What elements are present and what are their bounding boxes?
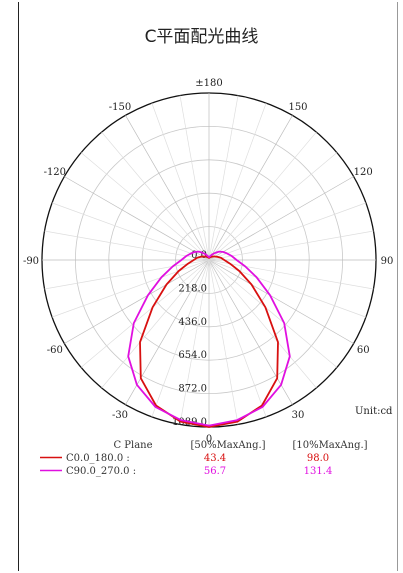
legend-half-max-angle: 43.4 (204, 453, 226, 464)
legend-header-cell: C Plane (113, 440, 152, 451)
angle-tick-label: 120 (354, 167, 373, 178)
grid-spoke (208, 115, 293, 261)
angle-tick-label: -150 (109, 102, 131, 113)
unit-label: Unit:cd (355, 406, 393, 417)
legend-series-name: C0.0_180.0 : (66, 453, 130, 464)
grid-spoke (80, 152, 210, 261)
grid-spoke (44, 259, 210, 290)
chart-title: C平面配光曲线 (144, 27, 259, 47)
grid-spoke (208, 202, 367, 261)
grid-spoke (179, 259, 210, 425)
angle-tick-label: -120 (44, 167, 66, 178)
grid-spoke (208, 259, 317, 389)
legend-tenth-max-angle: 98.0 (307, 453, 329, 464)
grid-spoke (208, 259, 338, 368)
radial-tick-label: 872.0 (178, 384, 207, 395)
angle-tick-label: ±180 (195, 78, 222, 89)
grid-spoke (179, 95, 210, 261)
grid-spoke (51, 259, 210, 318)
grid-spoke (208, 131, 317, 261)
legend-tenth-max-angle: 131.4 (304, 466, 333, 477)
radial-tick-label: 436.0 (178, 317, 207, 328)
polar-grid (41, 92, 377, 428)
angle-tick-label: -30 (112, 410, 128, 421)
grid-spoke (51, 202, 210, 261)
grid-spoke (64, 176, 210, 261)
curves (127, 250, 291, 428)
legend-half-max-angle: 56.7 (204, 466, 226, 477)
grid-spoke (125, 115, 210, 261)
grid-spoke (208, 259, 267, 418)
grid-spoke (80, 259, 210, 368)
grid-spoke (208, 152, 338, 261)
grid-spoke (208, 259, 367, 318)
angle-tick-label: 30 (292, 410, 305, 421)
grid-spoke (208, 230, 374, 261)
angle-tick-label: -60 (47, 345, 63, 356)
angle-labels: ±180 150 120 90 60 30 0 -30 -60 -90 -120 -150 (23, 78, 393, 445)
angle-tick-label: 60 (357, 345, 370, 356)
legend: C Plane [50%MaxAng.] [10%MaxAng.] C0.0_180.… (40, 440, 368, 477)
grid-spoke (44, 230, 210, 261)
angle-tick-label: 150 (288, 102, 307, 113)
grid-spoke (151, 102, 210, 261)
angle-tick-label: -90 (23, 256, 39, 267)
grid-spoke (208, 259, 293, 405)
grid-spoke (101, 131, 210, 261)
series-curve (127, 250, 291, 427)
report-frame (18, 2, 398, 571)
grid-spoke (101, 259, 210, 389)
legend-header-cell: [10%MaxAng.] (292, 440, 367, 451)
angle-tick-label: 0 (206, 434, 212, 445)
grid-spoke (208, 102, 267, 261)
grid-spoke (64, 259, 210, 344)
grid-spoke (151, 259, 210, 418)
legend-header-cell: [50%MaxAng.] (190, 440, 265, 451)
radial-tick-label: 218.0 (178, 283, 207, 294)
legend-series-name: C90.0_270.0 : (66, 466, 136, 477)
angle-tick-label: 90 (381, 256, 394, 267)
radial-tick-label: 0.0 (191, 250, 207, 261)
grid-spoke (208, 95, 239, 261)
grid-spoke (208, 259, 374, 290)
grid-spoke (208, 259, 354, 344)
radial-tick-label: 654.0 (178, 350, 207, 361)
grid-spoke (208, 176, 354, 261)
grid-spoke (208, 259, 239, 425)
grid-spoke (125, 259, 210, 405)
